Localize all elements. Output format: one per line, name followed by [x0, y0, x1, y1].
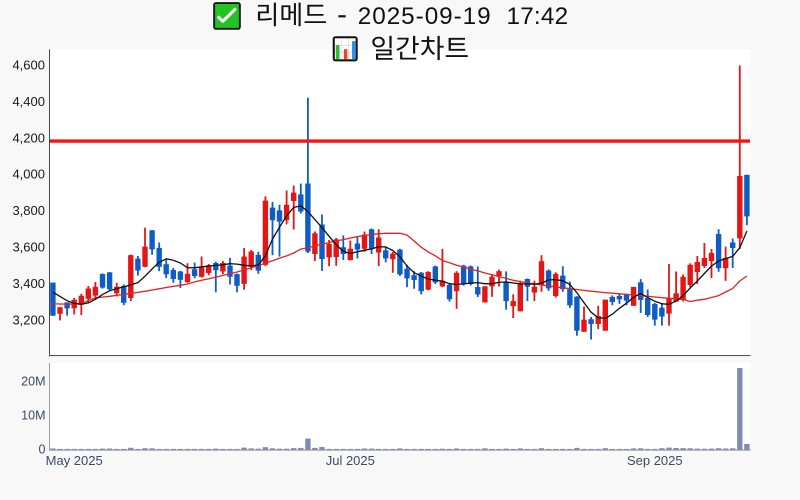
svg-text:3,200: 3,200 [12, 312, 45, 327]
svg-text:3,800: 3,800 [12, 203, 45, 218]
svg-text:Jul 2025: Jul 2025 [326, 453, 375, 468]
svg-text:4,600: 4,600 [12, 58, 45, 73]
svg-text:10M: 10M [21, 408, 45, 422]
svg-text:May 2025: May 2025 [46, 453, 103, 468]
svg-text:20M: 20M [21, 374, 45, 388]
svg-text:3,600: 3,600 [12, 240, 45, 255]
svg-text:17:42: 17:42 [507, 3, 569, 30]
svg-text:Sep 2025: Sep 2025 [627, 453, 683, 468]
svg-text:4,400: 4,400 [12, 94, 45, 109]
svg-text:4,200: 4,200 [12, 130, 45, 145]
svg-text:0: 0 [39, 442, 46, 456]
svg-text:2025-09-19: 2025-09-19 [358, 3, 492, 30]
svg-text:4,000: 4,000 [12, 167, 45, 182]
svg-text:3,400: 3,400 [12, 276, 45, 291]
